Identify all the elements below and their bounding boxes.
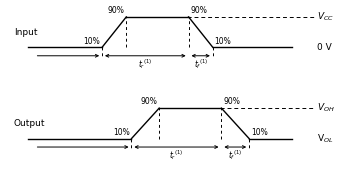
Text: 90%: 90%: [140, 97, 157, 106]
Text: $t_f$$^{(1)}$: $t_f$$^{(1)}$: [228, 148, 243, 162]
Text: $t_f$$^{(1)}$: $t_f$$^{(1)}$: [193, 57, 208, 70]
Text: 10%: 10%: [215, 37, 231, 46]
Text: 0 V: 0 V: [317, 43, 331, 52]
Text: 90%: 90%: [223, 97, 240, 106]
Text: Input: Input: [14, 28, 37, 37]
Text: V$_{OH}$: V$_{OH}$: [317, 102, 335, 114]
Text: V$_{OL}$: V$_{OL}$: [317, 132, 333, 145]
Text: 10%: 10%: [113, 128, 130, 137]
Text: $t_r$$^{(1)}$: $t_r$$^{(1)}$: [169, 148, 184, 162]
Text: 10%: 10%: [251, 128, 267, 137]
Text: Output: Output: [14, 119, 45, 128]
Text: V$_{CC}$: V$_{CC}$: [317, 11, 334, 23]
Text: $t_r$$^{(1)}$: $t_r$$^{(1)}$: [138, 57, 153, 70]
Text: 10%: 10%: [84, 37, 100, 46]
Text: 90%: 90%: [108, 6, 125, 15]
Text: 90%: 90%: [190, 6, 207, 15]
